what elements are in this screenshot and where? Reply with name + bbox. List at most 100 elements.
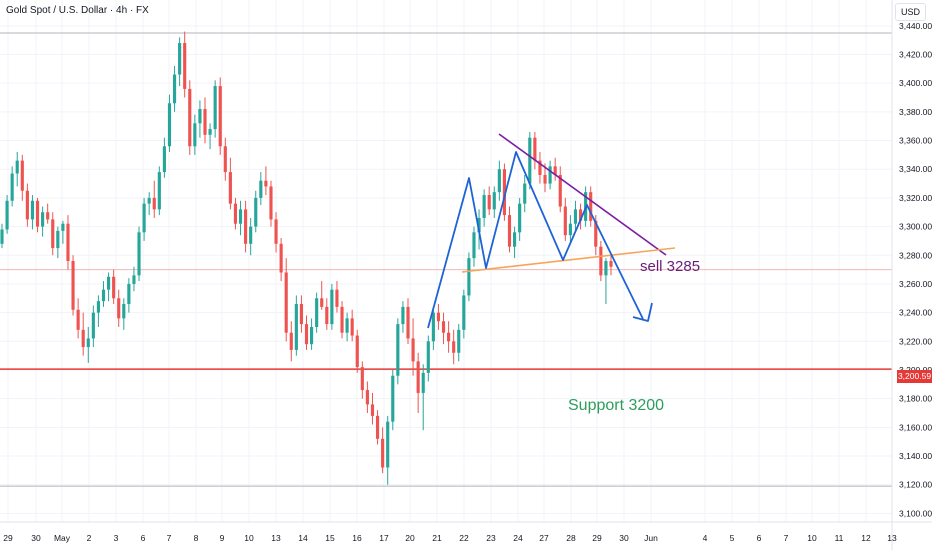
- candle: [91, 305, 95, 348]
- y-tick-label: 3,400.00: [899, 78, 932, 88]
- x-tick-label: 17: [379, 533, 389, 543]
- candle: [238, 200, 243, 236]
- candle: [502, 163, 506, 221]
- drawings[interactable]: [427, 133, 676, 329]
- candle: [35, 197, 40, 233]
- candle-body: [477, 217, 481, 233]
- candle: [558, 166, 562, 213]
- candle: [244, 200, 248, 253]
- candle-body: [86, 338, 90, 348]
- candle-body: [320, 298, 324, 307]
- candle: [269, 180, 273, 227]
- candle-body: [553, 166, 557, 175]
- candle: [122, 298, 126, 330]
- candle-body: [370, 404, 375, 416]
- candle-body: [533, 137, 537, 161]
- candle-body: [421, 372, 425, 393]
- y-tick-label: 3,120.00: [899, 480, 932, 490]
- candle: [548, 160, 552, 190]
- candle-body: [76, 309, 80, 330]
- candle-body: [274, 219, 278, 244]
- y-tick-label: 3,180.00: [899, 394, 932, 404]
- y-tick-label: 3,440.00: [899, 21, 932, 31]
- candle: [20, 154, 24, 201]
- candle: [604, 258, 608, 305]
- y-tick-label: 3,280.00: [899, 250, 932, 260]
- candle: [61, 220, 65, 244]
- candle: [365, 381, 369, 414]
- candle-body: [213, 86, 217, 130]
- x-tick-label: 13: [271, 533, 281, 543]
- candle-body: [228, 172, 232, 204]
- arrowhead: [632, 302, 653, 322]
- candle-body: [391, 375, 395, 422]
- x-tick-label: Jun: [644, 533, 658, 543]
- candle: [315, 292, 319, 333]
- candle: [117, 289, 121, 327]
- candle-body: [117, 298, 121, 319]
- x-tick-label: 15: [325, 533, 335, 543]
- y-tick-label: 3,160.00: [899, 422, 932, 432]
- candle-body: [259, 180, 263, 198]
- candle-body: [238, 209, 243, 224]
- candle: [609, 255, 613, 276]
- candle-body: [335, 289, 339, 307]
- candle: [218, 77, 222, 155]
- candle-body: [41, 212, 45, 227]
- y-tick-label: 3,220.00: [899, 336, 932, 346]
- candle: [375, 410, 380, 445]
- candle-body: [492, 192, 496, 210]
- candle-body: [183, 43, 187, 89]
- candle-body: [609, 261, 613, 267]
- candle: [441, 312, 446, 345]
- candle-body: [310, 326, 314, 345]
- candle-body: [401, 306, 405, 325]
- candle-body: [294, 304, 298, 350]
- candle-body: [558, 174, 562, 207]
- candle: [167, 94, 172, 153]
- candle: [528, 131, 532, 190]
- x-tick-label: 3: [114, 533, 119, 543]
- candle-body: [35, 200, 40, 227]
- candle-body: [513, 232, 517, 247]
- candle-body: [127, 283, 131, 305]
- candle: [188, 80, 192, 155]
- candle-body: [188, 88, 192, 147]
- candle-body: [340, 306, 344, 333]
- candle-body: [66, 223, 70, 261]
- candle: [507, 206, 512, 253]
- candle: [401, 301, 405, 333]
- candle: [112, 269, 116, 305]
- candle: [381, 427, 385, 474]
- candle: [86, 326, 90, 363]
- candle: [71, 255, 75, 316]
- candle-body: [518, 203, 522, 233]
- candle: [599, 240, 603, 282]
- candle-body: [172, 74, 177, 104]
- currency-button[interactable]: USD: [895, 3, 927, 21]
- candle: [421, 364, 425, 431]
- candle: [340, 301, 344, 339]
- candle-body: [137, 232, 141, 276]
- candle-body: [431, 312, 435, 342]
- trend-line: [498, 133, 667, 256]
- candle: [436, 304, 441, 330]
- path-projection: [427, 151, 644, 329]
- horizontal-lines: [0, 32, 892, 487]
- candle-body: [152, 197, 156, 210]
- candle-body: [330, 289, 334, 325]
- x-tick-label: 29: [3, 533, 13, 543]
- candle-body: [264, 180, 268, 187]
- x-tick-label: 28: [566, 533, 576, 543]
- candle: [538, 152, 542, 184]
- candle-body: [132, 275, 136, 284]
- candle: [294, 295, 298, 356]
- sell-annotation: sell 3285: [640, 258, 701, 275]
- candle: [426, 335, 430, 382]
- candle-body: [416, 361, 420, 393]
- candle: [391, 369, 395, 431]
- candle-body: [355, 335, 359, 368]
- candle-body: [502, 169, 506, 216]
- x-tick-label: 5: [730, 533, 735, 543]
